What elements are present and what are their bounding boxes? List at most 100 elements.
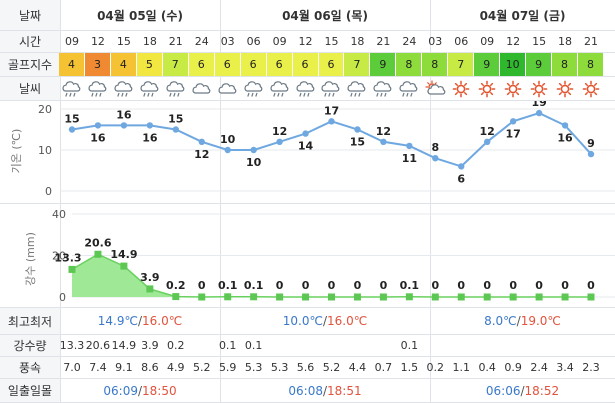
- precip-cell: 0.1: [244, 338, 263, 352]
- weather-cell: [370, 77, 396, 100]
- wind-cell: 4.4: [348, 360, 367, 374]
- row-label-time: 시간: [0, 30, 60, 52]
- precip-cell: [474, 334, 500, 356]
- precip-data-label: 0.1: [400, 279, 420, 292]
- time-cell: 15: [324, 34, 339, 48]
- sun-icon: [450, 80, 472, 98]
- minmax-separator: /: [322, 314, 328, 328]
- wind-cell: 0.7: [374, 360, 393, 374]
- precip-cell: [267, 334, 293, 356]
- row-label-date: 날짜: [0, 0, 60, 30]
- row-label-wind: 풍속: [0, 356, 60, 378]
- divider: [0, 100, 615, 101]
- golf-index-cell: 6: [318, 53, 345, 76]
- wind-cell: 0.2: [426, 360, 445, 374]
- row-label-weather: 날씨: [0, 76, 60, 100]
- sunset-time: 18:52: [524, 383, 560, 398]
- time-cell: 24: [194, 34, 209, 48]
- sunset-time: 18:50: [142, 383, 177, 398]
- wind-cell: 5.3: [244, 360, 263, 374]
- temp-data-label: 16: [557, 131, 573, 144]
- precip-point: [198, 293, 206, 301]
- wind-cell: 2.3: [582, 360, 600, 374]
- precip-cell: [500, 334, 526, 356]
- temp-axis-tick: 20: [38, 103, 52, 116]
- temp-point: [380, 138, 387, 145]
- precip-data-label: 0: [457, 279, 465, 292]
- precip-data-label: 0: [561, 279, 569, 292]
- rain-cloud-icon: [320, 80, 342, 98]
- precip-cell: [319, 334, 345, 356]
- golf-index-cell: 9: [474, 53, 501, 76]
- day-header: 04월 05일 (수): [60, 0, 220, 30]
- precip-data-label: 0: [380, 279, 388, 292]
- time-cell: 21: [376, 34, 391, 48]
- rain-cloud-icon: [372, 80, 394, 98]
- cloud-icon: [191, 80, 213, 98]
- precip-data-label: 20.6: [84, 236, 111, 249]
- temp-point: [406, 142, 413, 150]
- precip-data-label: 0.1: [244, 279, 264, 292]
- divider: [0, 334, 615, 335]
- time-cell: 03: [428, 34, 443, 48]
- wind-cell: 5.2: [192, 360, 211, 374]
- weather-cell: [396, 77, 422, 100]
- sun-separator: /: [322, 383, 328, 398]
- time-cell: 18: [142, 34, 157, 48]
- time-cell: 15: [532, 34, 547, 48]
- weather-cell: [344, 77, 370, 100]
- precip-cell: [448, 334, 474, 356]
- precip-cell: 3.9: [141, 338, 159, 352]
- wind-cell: 7.0: [63, 360, 81, 374]
- sun-cell: 06:06/18:52: [430, 378, 615, 403]
- precip-point: [328, 293, 335, 301]
- precip-point: [224, 293, 232, 301]
- temp-data-label: 12: [194, 148, 209, 161]
- precip-cell: [578, 334, 604, 356]
- weather-cell: [448, 77, 474, 100]
- temp-data-label: 6: [457, 172, 465, 185]
- precip-cell: 13.3: [59, 338, 85, 352]
- weather-cell: [215, 77, 241, 100]
- row-label-golf-index: 골프지수: [0, 52, 60, 76]
- sunset-time: 18:51: [327, 383, 362, 398]
- weather-cell: [552, 77, 578, 100]
- rain-cloud-icon: [165, 80, 187, 98]
- precip-point: [535, 293, 543, 301]
- divider: [0, 378, 615, 379]
- precip-point: [250, 293, 258, 301]
- precip-data-label: 0: [483, 279, 491, 292]
- weather-cell: [526, 77, 552, 100]
- sun-separator: /: [520, 383, 525, 398]
- precip-cell: [189, 334, 215, 356]
- precip-point: [276, 293, 284, 301]
- wind-cell: 5.2: [322, 360, 341, 374]
- temp-axis-label: 기온 (℃): [10, 129, 23, 174]
- precip-axis-label: 강수 (mm): [24, 232, 37, 286]
- time-cell: 09: [64, 34, 79, 48]
- time-cell: 21: [583, 34, 598, 48]
- golf-index-cell: 4: [110, 53, 137, 76]
- min-temp: 8.0℃: [484, 314, 517, 328]
- max-temp: 19.0℃: [520, 314, 561, 328]
- temp-data-label: 19: [531, 101, 546, 109]
- wind-cell: 7.4: [89, 360, 107, 374]
- golf-index-cell: 7: [162, 53, 189, 76]
- divider: [60, 0, 61, 403]
- divider: [0, 307, 615, 308]
- temp-data-label: 10: [246, 156, 262, 169]
- weather-cell: [267, 77, 293, 100]
- minmax-cell: 8.0℃/19.0℃: [430, 308, 615, 334]
- precip-cell: [422, 334, 448, 356]
- precip-axis-tick: 40: [52, 208, 66, 221]
- precip-data-label: 0: [535, 279, 543, 292]
- wind-cell: 8.6: [141, 360, 159, 374]
- precip-cell: [526, 334, 552, 356]
- precip-axis-tick: 0: [59, 291, 66, 304]
- golf-index-cell: 3: [84, 53, 111, 76]
- max-temp: 16.0℃: [142, 314, 183, 328]
- temp-point: [484, 138, 491, 145]
- precip-data-label: 13.3: [54, 251, 81, 264]
- time-cell: 06: [454, 34, 469, 48]
- precip-point: [509, 293, 517, 301]
